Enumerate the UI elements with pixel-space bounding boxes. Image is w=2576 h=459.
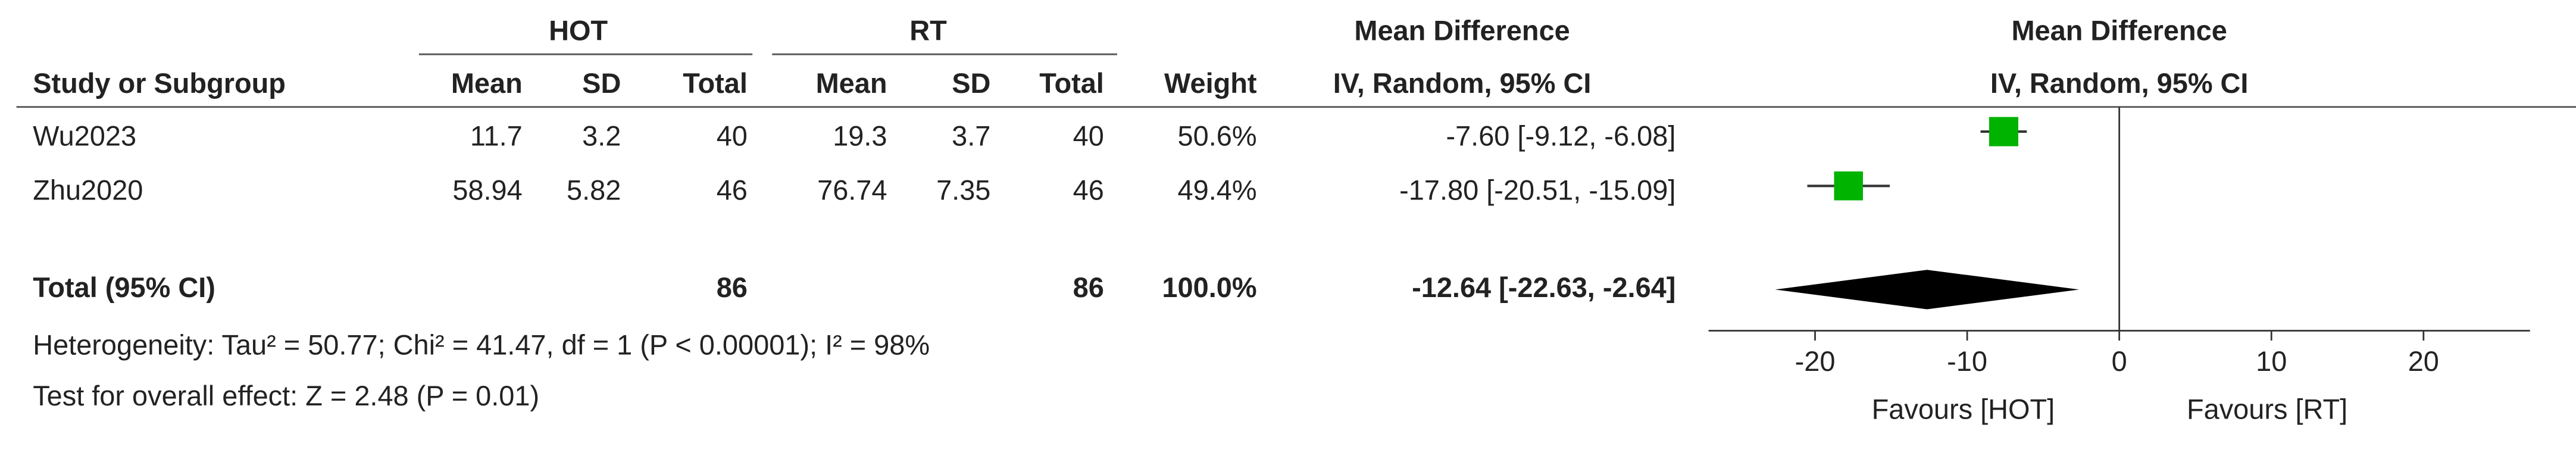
total-name: Total (95% CI)	[33, 271, 215, 303]
column-header: Total	[683, 67, 748, 99]
column-header: Study or Subgroup	[33, 67, 286, 99]
overall-effect: Test for overall effect: Z = 2.48 (P = 0…	[33, 380, 539, 411]
study-name: Zhu2020	[33, 174, 143, 206]
column-header: Total	[1039, 67, 1104, 99]
total-cell: 86	[1073, 271, 1104, 303]
ci-text: -7.60 [-9.12, -6.08]	[1446, 120, 1675, 152]
cell: 3.7	[952, 120, 990, 152]
group-label: HOT	[549, 15, 608, 46]
total-ci-text: -12.64 [-22.63, -2.64]	[1412, 271, 1675, 303]
study-name: Wu2023	[33, 120, 136, 152]
x-tick-label: -20	[1795, 345, 1836, 377]
column-header: Mean	[451, 67, 523, 99]
column-header: Weight	[1164, 67, 1257, 99]
total-cell: 100.0%	[1162, 271, 1256, 303]
cell: 19.3	[833, 120, 887, 152]
column-header: Mean	[816, 67, 887, 99]
total-cell: 86	[717, 271, 748, 303]
cell: 40	[717, 120, 748, 152]
method-label: IV, Random, 95% CI	[1333, 67, 1592, 99]
effect-square	[1834, 171, 1863, 201]
cell: 7.35	[936, 174, 990, 206]
summary-diamond	[1775, 270, 2080, 310]
ci-text: -17.80 [-20.51, -15.09]	[1399, 174, 1675, 206]
cell: 49.4%	[1178, 174, 1257, 206]
cell: 3.2	[582, 120, 621, 152]
x-tick-label: 0	[2112, 345, 2127, 377]
plot-method: IV, Random, 95% CI	[1990, 67, 2249, 99]
column-header: SD	[582, 67, 621, 99]
effect-label: Mean Difference	[1354, 15, 1570, 46]
cell: 76.74	[817, 174, 887, 206]
cell: 40	[1073, 120, 1104, 152]
x-tick-label: 10	[2256, 345, 2287, 377]
x-tick-label: 20	[2408, 345, 2439, 377]
favours-right: Favours [RT]	[2187, 393, 2347, 424]
group-label: RT	[909, 15, 947, 46]
cell: 58.94	[452, 174, 522, 206]
cell: 46	[717, 174, 748, 206]
plot-title: Mean Difference	[2011, 15, 2227, 46]
cell: 5.82	[567, 174, 621, 206]
heterogeneity: Heterogeneity: Tau² = 50.77; Chi² = 41.4…	[33, 329, 930, 360]
column-header: SD	[952, 67, 990, 99]
cell: 11.7	[470, 120, 523, 152]
effect-square	[1989, 117, 2018, 146]
cell: 50.6%	[1178, 120, 1257, 152]
cell: 46	[1073, 174, 1104, 206]
x-tick-label: -10	[1947, 345, 1987, 377]
favours-left: Favours [HOT]	[1872, 393, 2055, 424]
